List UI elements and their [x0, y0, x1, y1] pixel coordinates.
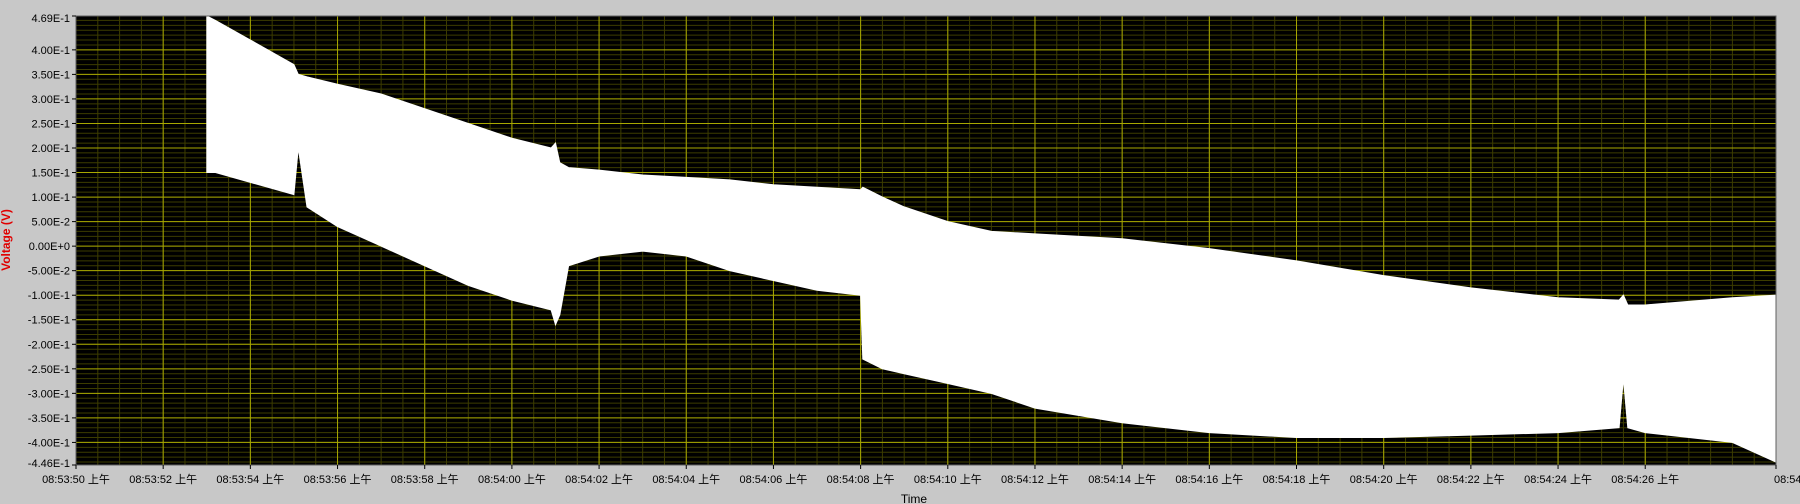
x-tick-label: 08:54:08 上午: [827, 473, 895, 486]
y-tick-label: 4.00E-1: [31, 45, 70, 57]
x-tick-label: 08:54:16 上午: [1175, 473, 1243, 486]
y-tick-label: -4.00E-1: [28, 437, 70, 449]
x-tick-label: 08:54:12 上午: [1001, 473, 1069, 486]
x-tick-label: 08:54:22 上午: [1437, 473, 1505, 486]
y-tick-label: 2.50E-1: [31, 118, 70, 130]
x-tick-label: 08:53:52 上午: [129, 473, 197, 486]
y-tick-label: 1.50E-1: [31, 168, 70, 180]
x-tick-label: 08:54:04 上午: [652, 473, 720, 486]
x-tick-label: 08:54:14 上午: [1088, 473, 1156, 486]
y-tick-label: -1.50E-1: [28, 315, 70, 327]
x-tick-label: 08:54:02 上午: [565, 473, 633, 486]
x-tick-label: 08:54:06 上午: [739, 473, 807, 486]
x-tick-label: 08:54:24 上午: [1524, 473, 1592, 486]
y-tick-label: -2.50E-1: [28, 364, 70, 376]
x-tick-label: 08:54:18 上午: [1263, 473, 1331, 486]
y-tick-label: -3.50E-1: [28, 413, 70, 425]
y-tick-label: 5.00E-2: [31, 217, 70, 229]
y-tick-label: 0.00E+0: [29, 241, 70, 253]
x-tick-label: 08:54:20 上午: [1350, 473, 1418, 486]
y-tick-label: -4.46E-1: [28, 458, 70, 470]
x-axis-label: Time: [901, 492, 928, 504]
y-tick-label: 2.00E-1: [31, 143, 70, 155]
x-axis: 08:53:50 上午 08:53:52 上午 08:53:54 上午 08:53:5…: [42, 465, 1800, 486]
x-tick-label: 08:53:58 上午: [391, 473, 459, 486]
y-tick-label: -3.00E-1: [28, 388, 70, 400]
x-tick-label: 08:54:29: [1774, 474, 1800, 486]
plot-frame: [75, 15, 1777, 466]
y-tick-label: 1.00E-1: [31, 192, 70, 204]
x-tick-label: 08:54:10 上午: [914, 473, 982, 486]
y-axis-label: Voltage (V): [0, 209, 13, 271]
x-tick-label: 08:53:54 上午: [216, 473, 284, 486]
y-tick-label: 3.00E-1: [31, 94, 70, 106]
y-axis: 4.69E-1 4.00E-1 3.50E-1 3.00E-1 2.50E-1 2.00E…: [28, 13, 76, 470]
y-tick-label: -1.00E-1: [28, 290, 70, 302]
y-tick-label: 3.50E-1: [31, 69, 70, 81]
x-tick-label: 08:54:00 上午: [478, 473, 546, 486]
y-tick-label: -2.00E-1: [28, 339, 70, 351]
y-tick-label: 4.69E-1: [31, 13, 70, 25]
y-tick-label: -5.00E-2: [28, 266, 70, 278]
x-tick-label: 08:53:56 上午: [304, 473, 372, 486]
x-tick-label: 08:53:50 上午: [42, 473, 110, 486]
x-tick-label: 08:54:26 上午: [1611, 473, 1679, 486]
